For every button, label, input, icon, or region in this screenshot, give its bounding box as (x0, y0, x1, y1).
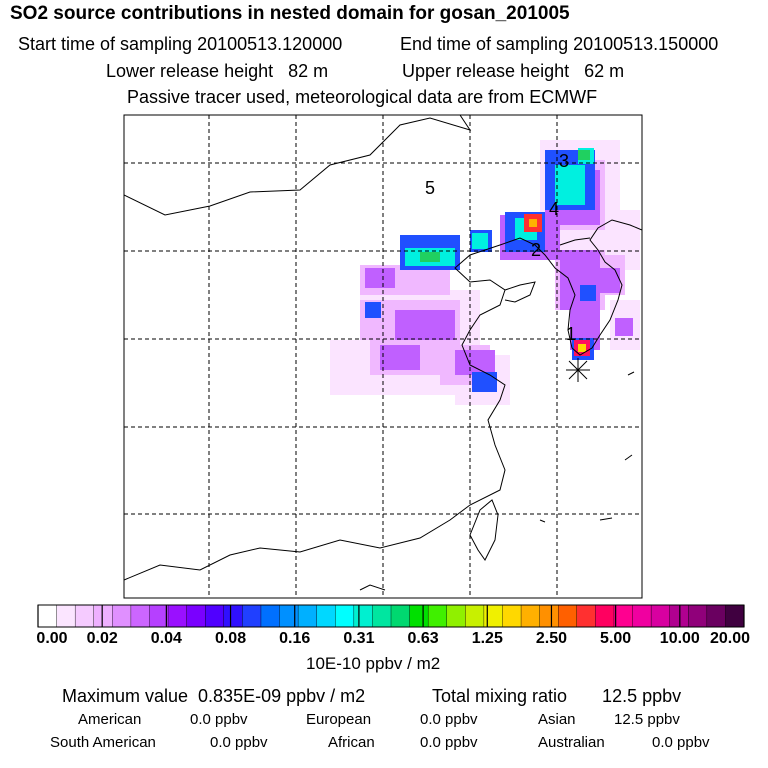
colorbar-units: 10E-10 ppbv / m2 (306, 654, 441, 673)
colorbar-tick-label: 0.02 (86, 630, 118, 647)
colorbar-tick-label: 20.00 (709, 630, 751, 647)
south-american-label: South American (50, 734, 156, 751)
australian-value: 0.0 ppbv (652, 734, 710, 751)
colorbar-cell (520, 604, 541, 628)
colorbar-cell (409, 604, 429, 628)
colorbar-cell (502, 604, 522, 628)
receptor-marker-icon (566, 358, 590, 382)
colorbar-cell (632, 604, 652, 628)
australian-label: Australian (538, 734, 605, 751)
colorbar-tick-label: 10.00 (659, 630, 700, 647)
colorbar-cell (186, 604, 206, 628)
colorbar-cell (427, 604, 448, 628)
total-mixing-label: Total mixing ratio 12.5 ppbv (432, 686, 682, 706)
colorbar-cell (688, 604, 708, 628)
colorbar-tick-label: 0.63 (407, 630, 439, 647)
region-label-5: 5 (425, 178, 435, 198)
colorbar-tick-label: 1.25 (471, 630, 503, 647)
colorbar-cell (242, 604, 262, 628)
green-plume-layer (420, 150, 590, 262)
european-value: 0.0 ppbv (420, 711, 478, 728)
colorbar-tick-label: 2.50 (535, 630, 568, 647)
colorbar-cell (725, 604, 745, 628)
end-sampling-label: End time of sampling 20100513.150000 (400, 34, 719, 54)
colorbar-cell (669, 604, 689, 628)
colorbar-tick-label: 0.08 (214, 630, 247, 647)
colorbar-cell (446, 604, 466, 628)
colorbar-cell (149, 604, 169, 628)
start-sampling-label: Start time of sampling 20100513.120000 (18, 34, 343, 54)
colorbar-tick-label: 0.31 (343, 630, 375, 647)
colorbar-cell (93, 604, 113, 628)
south-american-value: 0.0 ppbv (210, 734, 268, 751)
graticule (124, 115, 642, 598)
european-label: European (306, 711, 372, 728)
region-label-1: 1 (566, 324, 576, 344)
american-value: 0.0 ppbv (190, 711, 248, 728)
colorbar-cell (613, 604, 634, 628)
colorbar-cell (706, 604, 726, 628)
colorbar-cell (390, 604, 411, 628)
colorbar-cell (297, 604, 318, 628)
hotspot-region-4 (524, 214, 542, 232)
upper-release-label: Upper release height 62 m (402, 61, 625, 81)
colorbar-cell (167, 604, 188, 628)
colorbar-cell (335, 604, 355, 628)
colorbar-cell (223, 604, 243, 628)
colorbar-cell (465, 604, 485, 628)
colorbar-cell (260, 604, 281, 628)
lower-release-label: Lower release height 82 m (106, 61, 329, 81)
tracer-note: Passive tracer used, meteorological data… (127, 87, 598, 107)
coastlines (124, 115, 642, 591)
colorbar-cell (316, 604, 336, 628)
colorbar-cell (595, 604, 615, 628)
colorbar-cell (74, 604, 95, 628)
colorbar-tick-label: 0.00 (36, 630, 68, 647)
region-label-2: 2 (531, 240, 541, 260)
colorbar-cell (279, 604, 299, 628)
map-frame (123, 114, 643, 599)
colorbar-tick-label: 0.16 (279, 630, 311, 647)
colorbar-cell (130, 604, 150, 628)
asian-value: 12.5 ppbv (614, 711, 680, 728)
colorbar-tick-label: 5.00 (600, 630, 632, 647)
colorbar-frame (37, 604, 745, 628)
colorbar-tick-label: 0.04 (150, 630, 182, 647)
colorbar-cell (372, 604, 392, 628)
colorbar-cell (576, 604, 596, 628)
colorbar-cell (205, 604, 225, 628)
american-label: American (78, 711, 142, 728)
region-label-4: 4 (549, 199, 559, 219)
colorbar-cell (539, 604, 559, 628)
colorbar-cell (650, 604, 671, 628)
african-label: African (328, 734, 375, 751)
max-value-label: Maximum value 0.835E-09 ppbv / m2 (62, 686, 366, 706)
colorbar-cell (558, 604, 578, 628)
asian-label: Asian (538, 711, 576, 728)
colorbar-cell (353, 604, 373, 628)
colorbar-cell (56, 604, 76, 628)
colorbar-cell (37, 604, 58, 628)
african-value: 0.0 ppbv (420, 734, 478, 751)
colorbar-cell (112, 604, 132, 628)
chart-title: SO2 source contributions in nested domai… (10, 3, 570, 24)
region-label-3: 3 (559, 151, 569, 171)
